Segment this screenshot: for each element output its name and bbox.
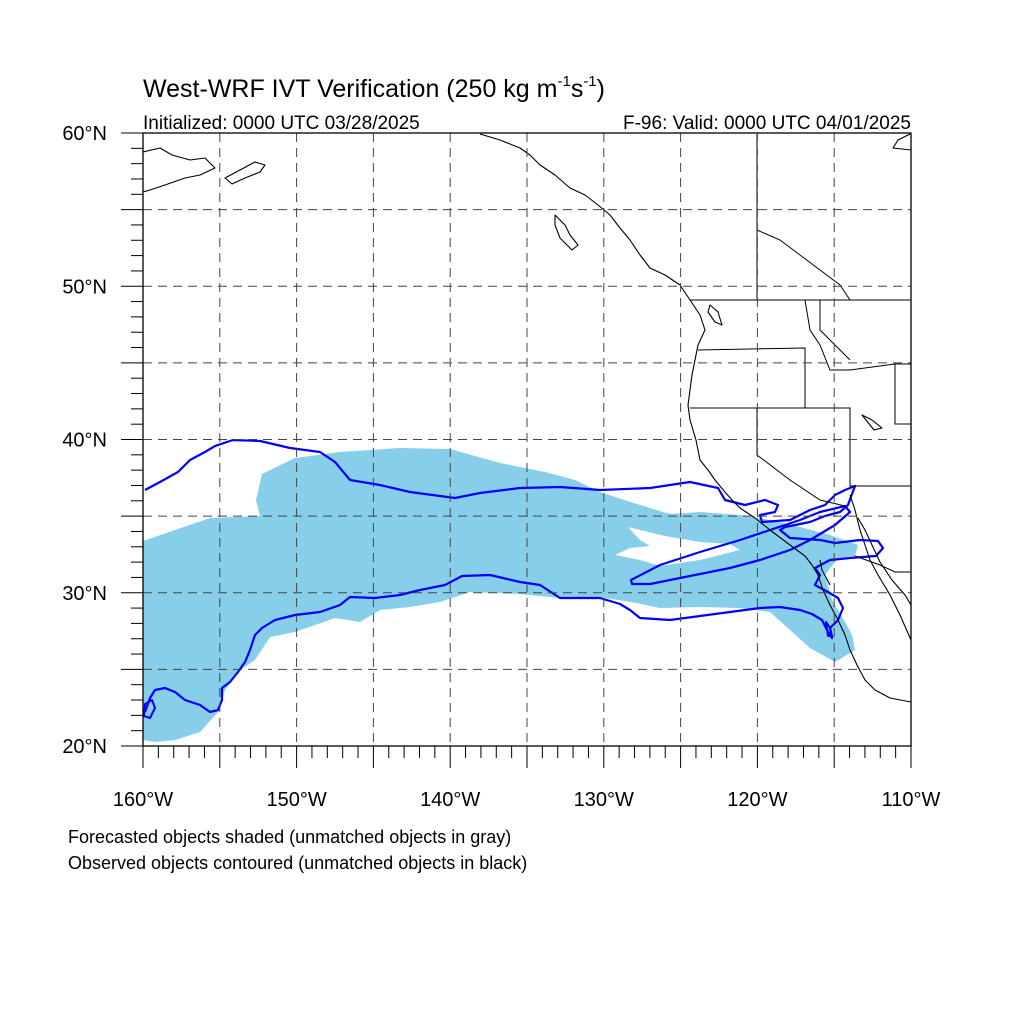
- observed-object-contour-band: [629, 504, 852, 586]
- figure-title: West-WRF IVT Verification (250 kg m-1s-1…: [143, 73, 605, 103]
- x-tick-label: 160°W: [113, 789, 173, 811]
- observed-object-contour-islands: [143, 621, 833, 719]
- x-tick-label: 120°W: [727, 789, 787, 811]
- valid-time-label: F-96: Valid: 0000 UTC 04/01/2025: [623, 113, 911, 134]
- legend-note-forecast: Forecasted objects shaded (unmatched obj…: [68, 827, 512, 847]
- legend-note-observed: Observed objects contoured (unmatched ob…: [68, 853, 528, 873]
- map-plot-area: [143, 133, 911, 742]
- y-tick-label: 60°N: [62, 123, 107, 145]
- x-tick-label: 150°W: [266, 789, 326, 811]
- y-tick-label: 50°N: [62, 276, 107, 298]
- init-time-label: Initialized: 0000 UTC 03/28/2025: [143, 113, 420, 134]
- x-tick-label: 130°W: [574, 789, 634, 811]
- forecast-object-shaded: [143, 448, 858, 742]
- y-tick-label: 30°N: [62, 583, 107, 605]
- y-tick-label: 20°N: [62, 736, 107, 758]
- axis-labels: 160°W 150°W 140°W 130°W 120°W 110°W 60°N 50°N 40…: [62, 123, 940, 811]
- coastlines: [143, 133, 911, 703]
- political-borders: [690, 134, 911, 573]
- y-tick-label: 40°N: [62, 430, 107, 452]
- lat-lon-gridlines: [143, 133, 911, 746]
- axis-ticks: [121, 132, 912, 768]
- observed-object-contour-main: [143, 438, 885, 714]
- x-tick-label: 110°W: [882, 789, 941, 811]
- x-tick-label: 140°W: [420, 789, 480, 811]
